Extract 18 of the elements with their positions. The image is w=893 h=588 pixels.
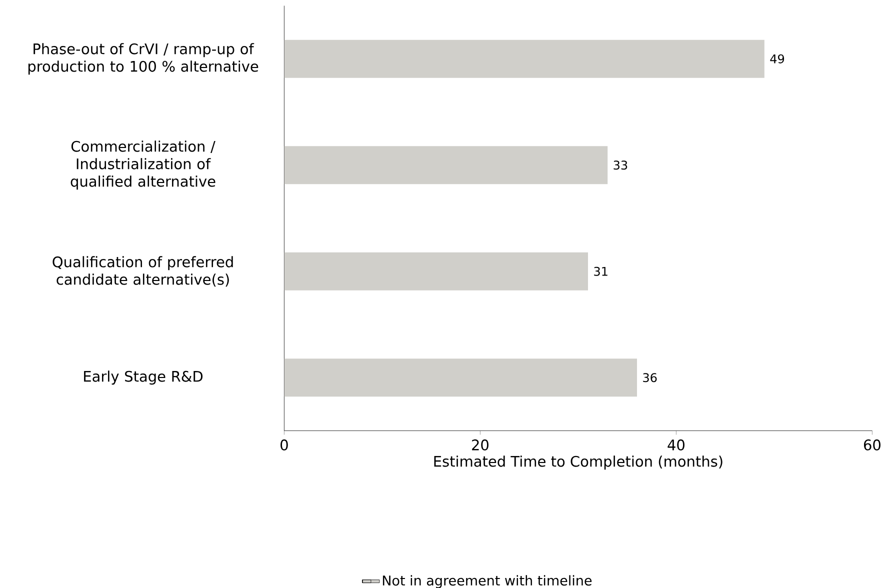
- x-tick-label: 60: [864, 439, 880, 450]
- data-label: 33: [614, 160, 628, 170]
- x-tick-label: 40: [668, 439, 684, 450]
- data-label: 49: [770, 54, 784, 64]
- y-tick-label: Qualification of preferred candidate alternative(s): [52, 256, 233, 287]
- bar: [284, 146, 608, 184]
- x-axis-title: Estimated Time to Completion (months): [434, 456, 722, 470]
- data-label: 31: [594, 266, 608, 276]
- x-tick-label: 20: [472, 439, 488, 450]
- legend-label: Not in agreement with timeline: [382, 575, 592, 588]
- y-tick-label: Commercialization / Industrialization of qualified alternative: [70, 140, 216, 190]
- bar: [284, 358, 638, 397]
- x-tick-label: 0: [280, 439, 288, 450]
- data-label: 36: [643, 373, 657, 382]
- y-tick-label: Phase-out of CrVI / ramp-up of production to 100 % alternative: [28, 43, 258, 75]
- y-tick-label: Early Stage R&D: [84, 370, 203, 385]
- bar: [284, 40, 764, 78]
- bar: [284, 252, 588, 290]
